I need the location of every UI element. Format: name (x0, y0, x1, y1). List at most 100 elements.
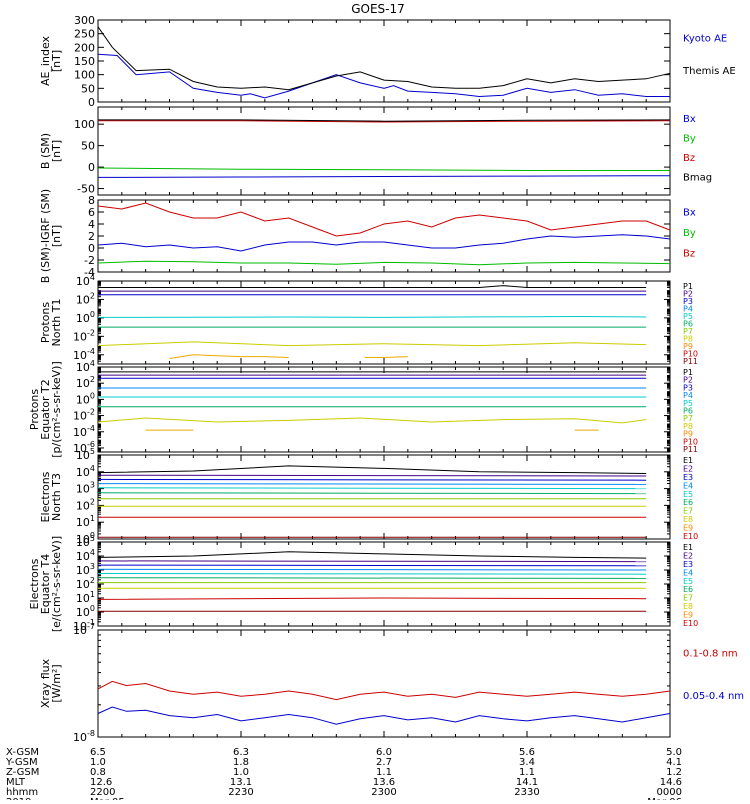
ephemeris-value: 14.6 (660, 777, 682, 788)
y-axis-label: B (SM)-IGRF (SM) (39, 189, 52, 283)
y-axis-label: [p/(cm²-s-sr-keV)] (50, 361, 63, 458)
series-line (97, 560, 647, 563)
legend-label: 0.1-0.8 nm (683, 648, 738, 659)
series-line (97, 175, 671, 178)
legend-label: Bmag (683, 172, 712, 183)
ephemeris-value: 1.8 (233, 757, 249, 768)
legend-label: E6 (683, 585, 693, 594)
y-tick-label: 103 (76, 562, 95, 577)
ephemeris-value: 2.7 (376, 757, 392, 768)
legend-label: P10 (683, 350, 698, 359)
series-line (97, 483, 647, 485)
panel-frame (97, 454, 671, 540)
ephemeris-value: 2200 (90, 787, 115, 798)
series-line (97, 478, 647, 481)
y-tick-label: -50 (77, 183, 95, 196)
legend-label: P9 (683, 342, 693, 351)
panel-8: 10-8 10-7 Xray flux[W/m²] 0.1-0.8 nm 0.05-0.… (39, 622, 744, 744)
series-line (97, 573, 647, 575)
legend-label: By (683, 133, 696, 144)
legend-label: P1 (683, 282, 693, 291)
y-tick-label: 105 (76, 447, 95, 462)
legend-label: P8 (683, 335, 693, 344)
y-axis-label: B (SM) (39, 133, 52, 169)
ephemeris-value: 2330 (514, 787, 539, 798)
legend-label: E4 (683, 481, 693, 490)
y-axis-label: Protons (28, 389, 41, 430)
y-tick-label: 10-7 (73, 622, 95, 637)
y-axis-label: [e/(cm²-s-sr-keV)] (50, 536, 63, 632)
legend-label: By (683, 228, 696, 239)
y-tick-label: -2 (84, 254, 95, 267)
series-line (97, 474, 647, 477)
legend-label: P4 (683, 304, 693, 313)
y-axis-label: Protons (39, 302, 52, 343)
panel-frame (97, 366, 671, 453)
legend-label: E9 (683, 610, 693, 619)
legend-label: E8 (683, 602, 693, 611)
y-tick-label: 101 (76, 590, 95, 605)
series-line (98, 119, 671, 122)
y-tick-label: 102 (76, 497, 95, 512)
legend-label: P2 (683, 289, 693, 298)
y-tick-label: 0 (88, 242, 95, 255)
panel-frame (97, 541, 671, 627)
legend-label: E2 (683, 465, 693, 474)
y-tick-label: 101 (76, 514, 95, 529)
ephemeris-value: 1.1 (376, 767, 392, 778)
ephemeris-value: 6.3 (233, 747, 249, 758)
y-tick-label: 100 (76, 391, 95, 406)
y-tick-label: -4 (84, 266, 95, 279)
y-tick-label: 102 (76, 291, 95, 306)
panel-2: -50 0 50 100 B (SM)[nT] Bx By Bz Bmag (39, 106, 712, 196)
series-line (98, 120, 671, 123)
y-tick-label: 104 (76, 359, 95, 374)
legend-label: E5 (683, 490, 693, 499)
series-line (169, 354, 289, 359)
series-line (97, 492, 647, 495)
legend-label: E10 (683, 532, 698, 541)
ephemeris-value: 1.2 (666, 767, 682, 778)
series-line (97, 341, 647, 347)
series-line (97, 680, 671, 701)
legend-label: E10 (683, 619, 698, 628)
legend-label: P9 (683, 430, 693, 439)
ephemeris-value: 14.1 (516, 777, 538, 788)
y-axis-label: North T1 (50, 299, 63, 347)
ephemeris-value: 4.1 (666, 757, 682, 768)
legend-label: Bz (683, 153, 695, 164)
legend-label: Kyoto AE (683, 33, 727, 44)
legend-label: P11 (683, 357, 698, 366)
y-tick-label: 8 (88, 194, 95, 207)
y-tick-label: 100 (74, 118, 95, 131)
series-line (364, 356, 408, 358)
series-line (97, 26, 671, 91)
legend-label: E6 (683, 498, 693, 507)
y-axis-label: [W/m²] (50, 664, 63, 702)
ephemeris-value: 12.6 (90, 777, 112, 788)
legend-label: P5 (683, 399, 693, 408)
y-tick-label: 10-2 (73, 328, 95, 343)
legend-label: P4 (683, 391, 693, 400)
y-axis-label: Equator T2 (39, 379, 52, 439)
y-tick-label: 103 (76, 481, 95, 496)
y-tick-label: 300 (74, 14, 95, 27)
y-axis-label: Equator T4 (39, 554, 52, 614)
y-tick-label: 100 (76, 604, 95, 619)
y-tick-label: 10-2 (73, 408, 95, 423)
y-axis-label: Electrons (28, 558, 41, 609)
legend-label: P7 (683, 414, 693, 423)
plot-title: GOES-17 (351, 2, 405, 16)
ephemeris-row-label: MLT (6, 777, 26, 788)
ephemeris-value: 5.6 (519, 747, 535, 758)
legend-label: P3 (683, 297, 693, 306)
y-tick-label: 2 (88, 230, 95, 243)
y-tick-label: 150 (74, 55, 95, 68)
y-tick-label: 104 (76, 273, 95, 288)
series-line (97, 202, 671, 237)
